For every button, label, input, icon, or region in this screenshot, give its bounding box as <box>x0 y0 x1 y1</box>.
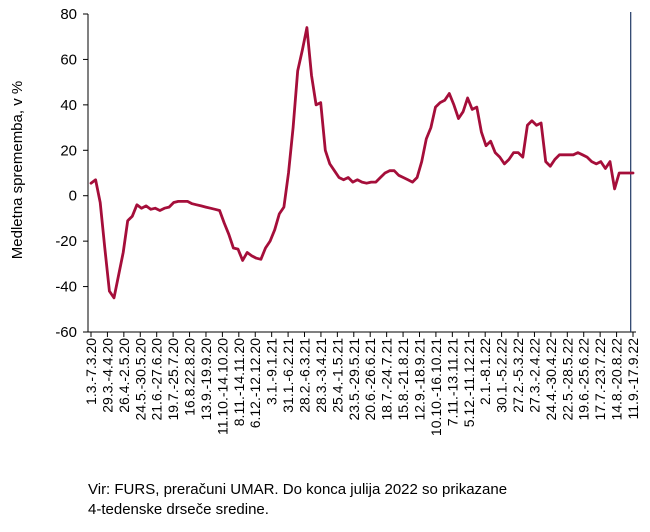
x-tick-label: 8.11.-14.11.20 <box>231 338 247 426</box>
x-tick-label: 12.9.-18.9.21 <box>411 338 427 421</box>
x-tick-label: 24.5.-30.5.20 <box>132 338 148 421</box>
x-tick-label: 27.2.-5.3.22 <box>510 338 526 413</box>
x-tick-label: 14.8.-20.8.22 <box>609 338 625 421</box>
x-tick-label: 20.6.-26.6.21 <box>362 338 378 421</box>
x-tick-label: 5.12.-11.12.21 <box>461 338 477 427</box>
x-tick-label: 7.11.-13.11.21 <box>444 338 460 426</box>
x-tick-label: 6.12.-12.12.20 <box>247 338 263 429</box>
x-tick-label: 21.6.-27.6.20 <box>149 338 165 421</box>
x-tick-label: 25.4.-1.5.21 <box>329 338 345 413</box>
y-tick-label: -40 <box>55 279 77 296</box>
x-tick-label: 10.10.-16.10.21 <box>428 338 444 436</box>
y-tick-label: 60 <box>60 51 77 68</box>
y-tick-label: -60 <box>55 324 77 341</box>
x-tick-label: 3.1.-9.1.21 <box>264 338 280 405</box>
x-tick-label: 23.5.-29.5.21 <box>346 338 362 421</box>
x-tick-label: 2.1.-8.1.22 <box>477 338 493 405</box>
x-tick-label: 15.8.-21.8.21 <box>395 338 411 421</box>
y-tick-label: 0 <box>69 188 77 205</box>
x-tick-label: 24.4.-30.4.22 <box>543 338 559 421</box>
x-tick-label: 16.8.22.8.20 <box>182 338 198 416</box>
x-tick-label: 27.3.-2.4.22 <box>526 338 542 413</box>
x-tick-label: 11.10.-14.10.20 <box>214 338 230 435</box>
x-tick-label: 11.9.-17.9.22 <box>625 338 641 420</box>
x-tick-label: 30.1.-5.2.22 <box>494 338 510 413</box>
source-note-line-1: Vir: FURS, preračuni UMAR. Do konca juli… <box>88 481 508 498</box>
y-tick-label: -20 <box>55 233 77 250</box>
x-tick-label: 13.9.-19.9.20 <box>198 338 214 421</box>
y-tick-label: 40 <box>60 97 77 114</box>
x-tick-label: 22.5.-28.5.22 <box>559 338 575 421</box>
y-tick-label: 20 <box>60 142 77 159</box>
y-tick-label: 80 <box>60 6 77 23</box>
x-tick-label: 18.7.-24.7.21 <box>379 338 395 421</box>
x-tick-label: 29.3.-4.4.20 <box>99 338 115 413</box>
y-axis-label: Medletna sprememba, v % <box>9 81 26 259</box>
source-note: Vir: FURS, preračuni UMAR. Do konca juli… <box>88 480 628 520</box>
x-tick-label: 28.3.-3.4.21 <box>313 338 329 413</box>
plot-area: -60 -40 -20 0 20 40 60 80 1.3.-7.3.20 29.3.-4.4.2… <box>55 6 641 436</box>
x-tick-label: 31.1.-6.2.21 <box>280 338 296 413</box>
series-line <box>89 26 635 300</box>
x-tick-label: 1.3.-7.3.20 <box>83 338 99 405</box>
source-note-line-2: 4-tedenske drseče sredine. <box>88 501 269 518</box>
x-tick-label: 19.6.-25.6.22 <box>576 338 592 421</box>
x-tick-label: 17.7.-23.7.22 <box>592 338 608 421</box>
x-tick-label: 28.2.-6.3.21 <box>297 338 313 413</box>
chart: -60 -40 -20 0 20 40 60 80 1.3.-7.3.20 29.3.-4.4.2… <box>9 6 641 436</box>
x-tick-label: 19.7.-25.7.20 <box>165 338 181 421</box>
x-tick-label: 26.4.-2.5.20 <box>116 338 132 413</box>
